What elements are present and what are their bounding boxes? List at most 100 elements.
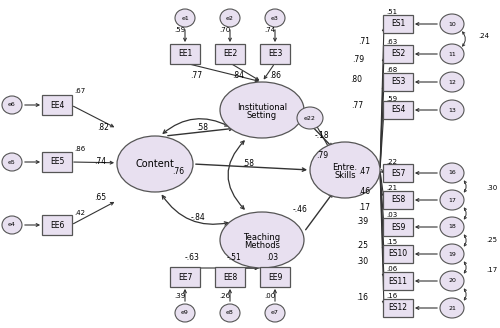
Ellipse shape	[220, 82, 304, 138]
Ellipse shape	[220, 9, 240, 27]
Text: ES2: ES2	[391, 50, 405, 58]
Text: -.18: -.18	[314, 131, 330, 139]
FancyArrowPatch shape	[464, 181, 466, 192]
Text: e6: e6	[8, 102, 16, 108]
Text: .70: .70	[220, 27, 230, 33]
FancyBboxPatch shape	[170, 44, 200, 64]
Text: .39: .39	[356, 217, 368, 227]
FancyBboxPatch shape	[215, 267, 245, 287]
Text: ES3: ES3	[391, 77, 405, 87]
Text: .77: .77	[190, 72, 202, 80]
FancyBboxPatch shape	[260, 44, 290, 64]
FancyArrowPatch shape	[462, 32, 466, 46]
FancyBboxPatch shape	[383, 15, 413, 33]
Text: Setting: Setting	[247, 111, 277, 119]
Text: .03: .03	[386, 212, 398, 218]
FancyBboxPatch shape	[170, 267, 200, 287]
FancyBboxPatch shape	[260, 267, 290, 287]
Text: .39: .39	[174, 293, 186, 299]
Ellipse shape	[440, 298, 464, 318]
Text: 11: 11	[448, 51, 456, 56]
FancyBboxPatch shape	[383, 272, 413, 290]
Text: .26: .26	[220, 293, 230, 299]
Ellipse shape	[265, 9, 285, 27]
Ellipse shape	[310, 142, 380, 198]
Ellipse shape	[297, 107, 323, 129]
Text: ES7: ES7	[391, 169, 405, 177]
Text: .24: .24	[478, 33, 490, 39]
Text: .58: .58	[196, 124, 208, 133]
Ellipse shape	[2, 216, 22, 234]
Text: .63: .63	[386, 39, 398, 45]
FancyBboxPatch shape	[383, 191, 413, 209]
Ellipse shape	[440, 163, 464, 183]
Text: .16: .16	[386, 293, 398, 299]
Text: .58: .58	[242, 158, 254, 168]
Text: .68: .68	[386, 67, 398, 73]
Text: -.51: -.51	[226, 254, 242, 262]
FancyArrowPatch shape	[464, 289, 466, 300]
FancyBboxPatch shape	[42, 152, 72, 172]
FancyBboxPatch shape	[383, 73, 413, 91]
Text: .59: .59	[174, 27, 186, 33]
FancyBboxPatch shape	[383, 218, 413, 236]
Text: .79: .79	[352, 55, 364, 65]
Text: EE9: EE9	[268, 273, 282, 281]
Text: -.63: -.63	[184, 254, 200, 262]
Text: e22: e22	[304, 115, 316, 120]
Text: .17: .17	[358, 203, 370, 213]
FancyBboxPatch shape	[383, 245, 413, 263]
FancyArrowPatch shape	[464, 262, 466, 273]
Text: ES11: ES11	[388, 277, 407, 285]
Text: -.84: -.84	[190, 214, 206, 222]
Ellipse shape	[2, 153, 22, 171]
Text: 18: 18	[448, 224, 456, 230]
Ellipse shape	[265, 304, 285, 322]
FancyArrowPatch shape	[464, 235, 466, 246]
Ellipse shape	[440, 100, 464, 120]
Text: .46: .46	[358, 188, 370, 196]
Text: Teaching: Teaching	[244, 233, 281, 241]
Text: ES12: ES12	[388, 303, 407, 313]
Text: 17: 17	[448, 197, 456, 202]
Text: e5: e5	[8, 159, 16, 165]
Text: Content: Content	[136, 159, 174, 169]
Text: .77: .77	[351, 101, 363, 111]
Text: 12: 12	[448, 79, 456, 85]
Text: Methods: Methods	[244, 240, 280, 250]
Ellipse shape	[440, 217, 464, 237]
Text: EE3: EE3	[268, 50, 282, 58]
Text: .84: .84	[232, 72, 244, 80]
Text: .59: .59	[386, 96, 398, 102]
Text: -.46: -.46	[292, 206, 308, 215]
FancyArrowPatch shape	[228, 141, 244, 209]
Ellipse shape	[440, 271, 464, 291]
Text: .17: .17	[486, 267, 498, 273]
Text: .25: .25	[486, 237, 498, 243]
Text: 10: 10	[448, 22, 456, 27]
Text: .21: .21	[386, 185, 398, 191]
Text: ES8: ES8	[391, 195, 405, 204]
Text: .51: .51	[386, 9, 398, 15]
Ellipse shape	[440, 72, 464, 92]
Text: ES4: ES4	[391, 106, 405, 114]
Text: .15: .15	[386, 239, 398, 245]
Text: .65: .65	[94, 194, 106, 202]
Text: 19: 19	[448, 252, 456, 256]
FancyBboxPatch shape	[42, 95, 72, 115]
FancyBboxPatch shape	[383, 101, 413, 119]
Text: EE1: EE1	[178, 50, 192, 58]
Text: .79: .79	[316, 151, 328, 159]
Text: .71: .71	[358, 37, 370, 47]
Text: e3: e3	[271, 15, 279, 20]
Text: .16: .16	[356, 294, 368, 302]
Text: e1: e1	[181, 15, 189, 20]
FancyArrowPatch shape	[162, 195, 228, 225]
Text: EE6: EE6	[50, 220, 64, 230]
Text: Entre.: Entre.	[332, 162, 357, 172]
Text: .74: .74	[94, 157, 106, 167]
FancyBboxPatch shape	[383, 45, 413, 63]
Text: .76: .76	[172, 168, 184, 176]
Text: .30: .30	[356, 257, 368, 266]
FancyArrowPatch shape	[464, 208, 466, 219]
